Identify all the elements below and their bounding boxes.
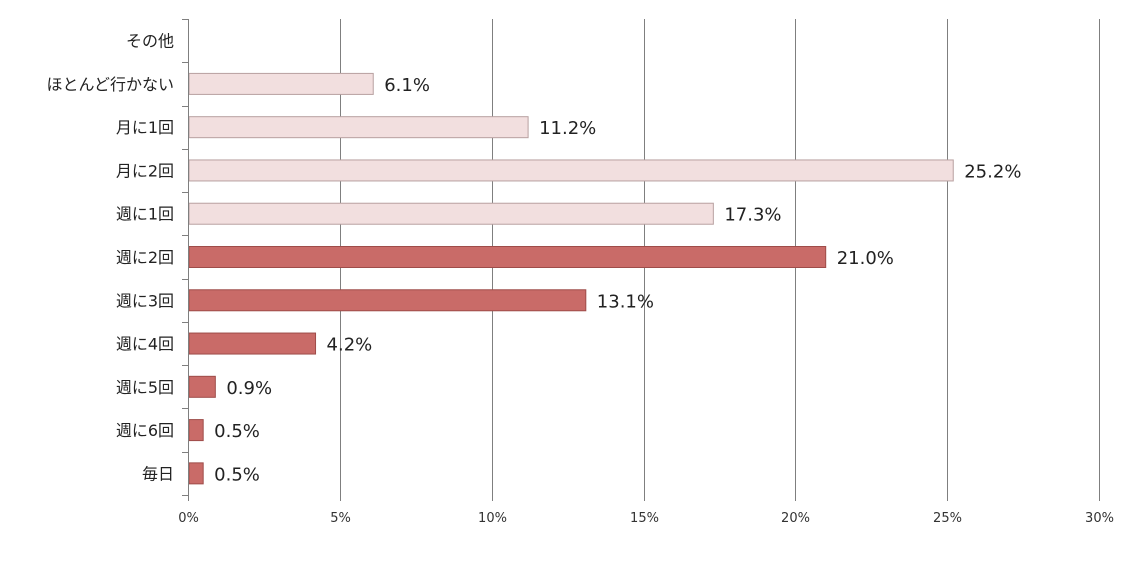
x-tick-label: 10% [478,511,507,526]
bar [188,72,374,95]
data-label: 11.2% [539,118,596,139]
category-label: 週に1回 [116,205,174,224]
data-label: 0.5% [214,421,260,442]
data-label: 21.0% [837,248,894,269]
bar [188,375,216,398]
bar [188,419,204,442]
bar [188,332,317,355]
category-label: 週に3回 [116,291,174,310]
bar [188,462,204,485]
category-label: 週に5回 [116,378,174,397]
data-label: 6.1% [384,75,430,96]
data-label: 13.1% [597,291,654,312]
category-label: 週に2回 [116,248,174,267]
x-tick-label: 5% [330,511,351,526]
data-label: 0.9% [226,378,272,399]
x-tick-label: 15% [630,511,659,526]
x-tick-label: 20% [781,511,810,526]
bar [188,289,587,312]
x-tick-label: 0% [178,511,199,526]
category-label: 月に2回 [116,161,174,180]
category-label: その他 [126,32,174,51]
data-label: 4.2% [327,335,373,356]
bar [188,159,954,182]
x-tick-labels: 0% 5% 10% 15% 20% 25% 30% [178,511,1114,526]
data-label: 17.3% [724,205,781,226]
category-labels: その他ほとんど行かない月に1回月に2回週に1回週に2回週に3回週に4回週に5回週… [46,32,174,484]
bar [188,202,714,225]
x-tick-label: 25% [933,511,962,526]
value-labels: 6.1% 11.2% 25.2% 17.3% 21.0% 13.1% 4.2% 0.9% 0.5… [214,75,1021,485]
category-label: 月に1回 [116,118,174,137]
category-label: 週に4回 [116,335,174,354]
category-label: ほとんど行かない [46,75,174,94]
data-label: 25.2% [964,161,1021,182]
bar [188,116,529,139]
category-label: 毎日 [142,464,174,483]
category-label: 週に6回 [116,421,174,440]
axes [182,19,1100,501]
x-tick-label: 30% [1085,511,1114,526]
data-label: 0.5% [214,464,260,485]
bar [188,246,827,268]
